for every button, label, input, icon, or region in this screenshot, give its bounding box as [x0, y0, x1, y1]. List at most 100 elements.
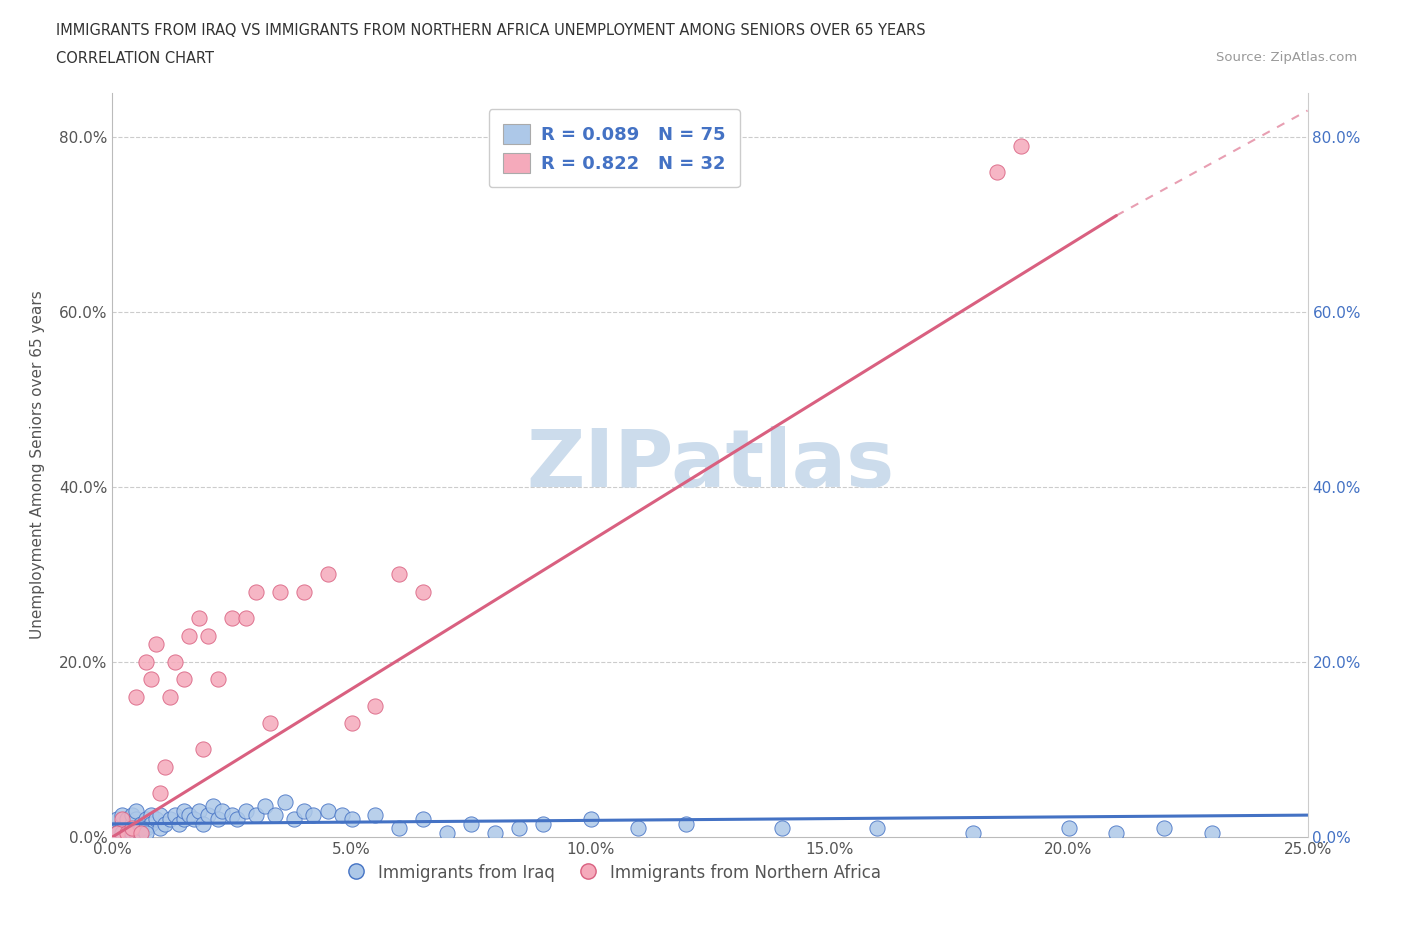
Point — [1010, 138, 1032, 153]
Point — [221, 807, 243, 822]
Point — [163, 807, 186, 822]
Point — [364, 698, 387, 713]
Point — [125, 804, 148, 818]
Point — [197, 629, 219, 644]
Point — [163, 655, 186, 670]
Point — [1153, 821, 1175, 836]
Point — [412, 812, 434, 827]
Point — [173, 672, 195, 687]
Text: ZIPatlas: ZIPatlas — [526, 426, 894, 504]
Point — [159, 812, 181, 827]
Point — [675, 817, 697, 831]
Point — [986, 165, 1008, 179]
Point — [135, 655, 157, 670]
Point — [364, 807, 387, 822]
Point — [153, 760, 176, 775]
Point — [183, 812, 205, 827]
Point — [259, 716, 281, 731]
Point — [111, 825, 134, 840]
Point — [187, 804, 209, 818]
Point — [340, 812, 363, 827]
Point — [135, 821, 157, 836]
Point — [177, 629, 200, 644]
Text: CORRELATION CHART: CORRELATION CHART — [56, 51, 214, 66]
Point — [225, 812, 247, 827]
Point — [145, 812, 167, 827]
Point — [139, 807, 162, 822]
Point — [388, 567, 411, 582]
Point — [269, 584, 291, 599]
Point — [193, 742, 215, 757]
Point — [460, 817, 482, 831]
Point — [627, 821, 650, 836]
Point — [484, 825, 506, 840]
Point — [115, 825, 138, 840]
Point — [254, 799, 277, 814]
Point — [129, 825, 152, 840]
Point — [211, 804, 233, 818]
Point — [159, 689, 181, 704]
Point — [139, 817, 162, 831]
Point — [302, 807, 325, 822]
Text: Source: ZipAtlas.com: Source: ZipAtlas.com — [1216, 51, 1357, 64]
Point — [121, 807, 143, 822]
Point — [1201, 825, 1223, 840]
Point — [149, 821, 172, 836]
Point — [207, 812, 229, 827]
Point — [173, 804, 195, 818]
Point — [436, 825, 458, 840]
Point — [111, 812, 134, 827]
Point — [340, 716, 363, 731]
Y-axis label: Unemployment Among Seniors over 65 years: Unemployment Among Seniors over 65 years — [31, 291, 45, 640]
Point — [292, 804, 315, 818]
Point — [125, 812, 148, 827]
Point — [193, 817, 215, 831]
Point — [139, 672, 162, 687]
Point — [145, 637, 167, 652]
Point — [121, 817, 143, 831]
Point — [121, 821, 143, 836]
Point — [135, 812, 157, 827]
Point — [235, 804, 257, 818]
Point — [177, 807, 200, 822]
Point — [770, 821, 793, 836]
Point — [149, 807, 172, 822]
Point — [316, 804, 339, 818]
Point — [187, 611, 209, 626]
Point — [105, 812, 128, 827]
Point — [105, 825, 128, 840]
Point — [531, 817, 554, 831]
Point — [201, 799, 224, 814]
Point — [115, 812, 138, 827]
Point — [129, 821, 152, 836]
Point — [579, 812, 602, 827]
Point — [115, 825, 138, 840]
Point — [221, 611, 243, 626]
Point — [111, 807, 134, 822]
Point — [1057, 821, 1080, 836]
Point — [125, 689, 148, 704]
Point — [153, 817, 176, 831]
Point — [207, 672, 229, 687]
Point — [105, 821, 128, 836]
Point — [330, 807, 353, 822]
Point — [115, 825, 138, 840]
Point — [111, 821, 134, 836]
Point — [135, 825, 157, 840]
Point — [866, 821, 889, 836]
Point — [283, 812, 305, 827]
Point — [129, 825, 152, 840]
Point — [273, 794, 295, 809]
Point — [105, 825, 128, 840]
Point — [121, 825, 143, 840]
Point — [169, 817, 191, 831]
Point — [388, 821, 411, 836]
Point — [173, 812, 195, 827]
Point — [125, 821, 148, 836]
Legend: Immigrants from Iraq, Immigrants from Northern Africa: Immigrants from Iraq, Immigrants from No… — [342, 857, 887, 888]
Point — [264, 807, 287, 822]
Point — [235, 611, 257, 626]
Point — [962, 825, 984, 840]
Point — [508, 821, 530, 836]
Point — [292, 584, 315, 599]
